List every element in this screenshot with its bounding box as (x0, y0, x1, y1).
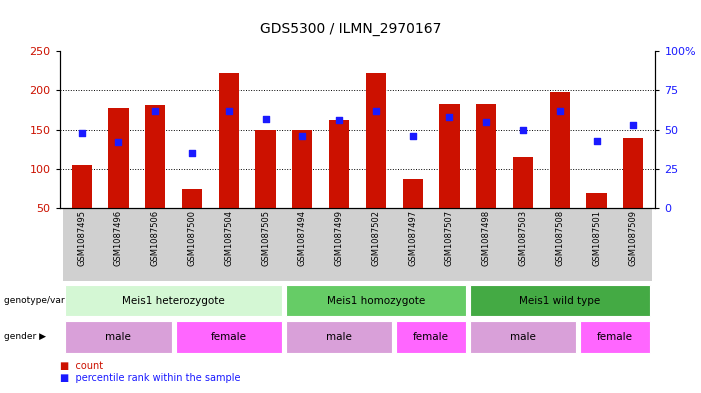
Bar (292, 130, 313, 208)
Point (554, 108, 566, 114)
Bar (182, 189, 202, 208)
Text: Meis1 homozygote: Meis1 homozygote (327, 296, 425, 306)
Text: GDS5300 / ILMN_2970167: GDS5300 / ILMN_2970167 (260, 22, 441, 36)
Bar (109, 108, 128, 208)
Point (223, 108, 234, 114)
Point (517, 127, 529, 133)
Text: female: female (597, 332, 633, 342)
Bar (72, 165, 92, 208)
Bar (219, 73, 239, 208)
Text: Meis1 heterozygote: Meis1 heterozygote (122, 296, 225, 306)
Bar (623, 138, 644, 208)
Point (334, 117, 345, 123)
Text: genotype/variation ▶: genotype/variation ▶ (4, 296, 100, 305)
Text: male: male (326, 332, 352, 342)
Point (186, 150, 198, 156)
Point (113, 139, 124, 145)
Bar (402, 179, 423, 208)
Point (628, 122, 639, 128)
Bar (329, 120, 349, 208)
Bar (255, 130, 275, 208)
Text: Meis1 wild type: Meis1 wild type (519, 296, 601, 306)
Text: female: female (413, 332, 449, 342)
Text: gender ▶: gender ▶ (4, 332, 46, 341)
Text: male: male (510, 332, 536, 342)
Text: male: male (105, 332, 131, 342)
Bar (145, 105, 165, 208)
Bar (513, 157, 533, 208)
Text: ■  percentile rank within the sample: ■ percentile rank within the sample (60, 373, 240, 383)
Point (76, 130, 87, 136)
Text: female: female (211, 332, 247, 342)
Bar (476, 104, 496, 208)
Bar (587, 193, 606, 208)
Point (407, 133, 418, 139)
Point (297, 133, 308, 139)
Bar (550, 92, 570, 208)
Point (260, 116, 271, 122)
Point (370, 108, 381, 114)
Point (481, 119, 492, 125)
Bar (440, 104, 460, 208)
Bar (366, 73, 386, 208)
Point (149, 108, 161, 114)
Text: ■  count: ■ count (60, 361, 103, 371)
Point (444, 114, 455, 120)
Point (591, 138, 602, 144)
